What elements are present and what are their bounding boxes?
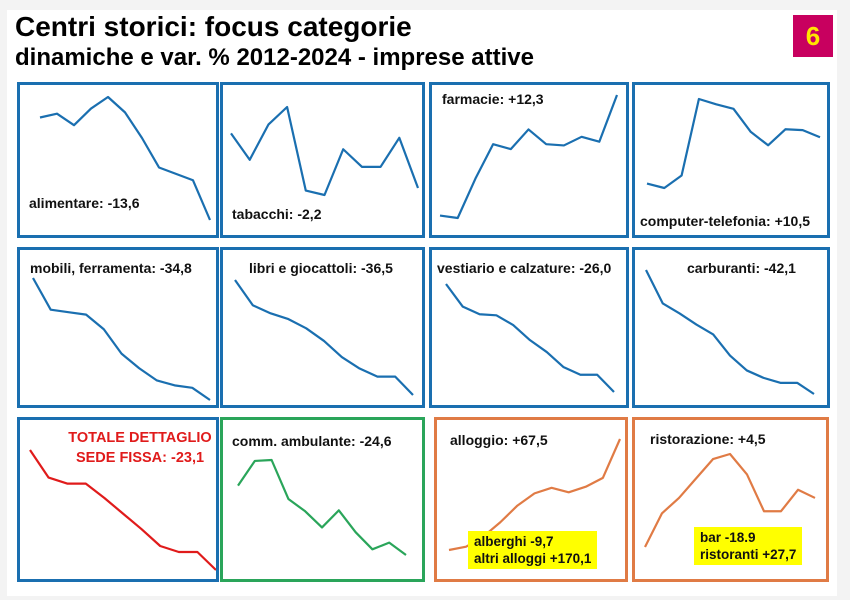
sparkline-chart [29, 449, 216, 571]
page-subtitle: dinamiche e var. % 2012-2024 - imprese a… [15, 44, 534, 71]
panel-ristorazione: ristorazione: +4,5 bar -18.9 ristoranti … [632, 417, 829, 582]
series-line [439, 94, 619, 220]
series-line [445, 283, 615, 393]
sparkline-chart [39, 95, 212, 221]
series-line [237, 458, 407, 556]
panel-note: bar -18.9 ristoranti +27,7 [694, 527, 803, 565]
sparkline-chart [32, 277, 211, 401]
panel-label: ristorazione: +4,5 [650, 431, 766, 447]
series-line [645, 269, 815, 395]
panel-note-line2: ristoranti +27,7 [700, 547, 797, 562]
series-line [230, 105, 420, 197]
panel-label: alloggio: +67,5 [450, 432, 548, 448]
series-line [29, 449, 216, 571]
panel-alloggio: alloggio: +67,5 alberghi -9,7 altri allo… [434, 417, 628, 582]
panel-label: vestiario e calzature: -26,0 [437, 260, 612, 276]
panel-label: alimentare: -13,6 [29, 195, 140, 211]
sparkline-chart [234, 279, 414, 396]
series-line [32, 277, 211, 401]
sparkline-chart [230, 105, 420, 197]
panel-mobili-ferramenta: mobili, ferramenta: -34,8 [17, 247, 219, 408]
panel-libri-giocattoli: libri e giocattoli: -36,5 [220, 247, 425, 408]
panel-carburanti: carburanti: -42,1 [632, 247, 830, 408]
panel-vestiario-calzature: vestiario e calzature: -26,0 [429, 247, 629, 408]
panel-note: alberghi -9,7 altri alloggi +170,1 [468, 531, 598, 569]
panel-note-line2: altri alloggi +170,1 [474, 551, 592, 566]
series-line [234, 279, 414, 396]
panel-note-line1: alberghi -9,7 [474, 534, 554, 549]
sparkline-chart [646, 97, 821, 190]
panel-label: mobili, ferramenta: -34,8 [30, 260, 192, 276]
panel-label: tabacchi: -2,2 [232, 206, 322, 222]
panel-label: TOTALE DETTAGLIO SEDE FISSA: -23,1 [60, 428, 220, 468]
slide-number-badge: 6 [793, 15, 833, 57]
sparkline-chart [445, 283, 615, 393]
panel-label: computer-telefonia: +10,5 [640, 213, 810, 229]
sparkline-chart [644, 452, 816, 548]
page-title: Centri storici: focus categorie [15, 11, 412, 42]
panel-tabacchi: tabacchi: -2,2 [220, 82, 425, 238]
panel-note-line1: bar -18.9 [700, 530, 756, 545]
sparkline-chart [645, 269, 815, 395]
panel-comm-ambulante: comm. ambulante: -24,6 [220, 417, 425, 582]
panel-alimentare: alimentare: -13,6 [17, 82, 219, 238]
panel-label: comm. ambulante: -24,6 [232, 433, 392, 449]
panel-computer-telefonia: computer-telefonia: +10,5 [632, 82, 830, 238]
panel-totale-dettaglio: TOTALE DETTAGLIO SEDE FISSA: -23,1 [17, 417, 219, 582]
panel-label-line1: TOTALE DETTAGLIO [68, 430, 212, 446]
panel-label: libri e giocattoli: -36,5 [249, 260, 393, 276]
sparkline-chart [439, 94, 619, 220]
panel-farmacie: farmacie: +12,3 [429, 82, 629, 238]
panel-label: carburanti: -42,1 [687, 260, 796, 276]
panel-label: farmacie: +12,3 [442, 91, 544, 107]
sparkline-chart [237, 458, 407, 556]
panel-label-line2: SEDE FISSA: -23,1 [75, 450, 205, 466]
series-line [646, 97, 821, 190]
